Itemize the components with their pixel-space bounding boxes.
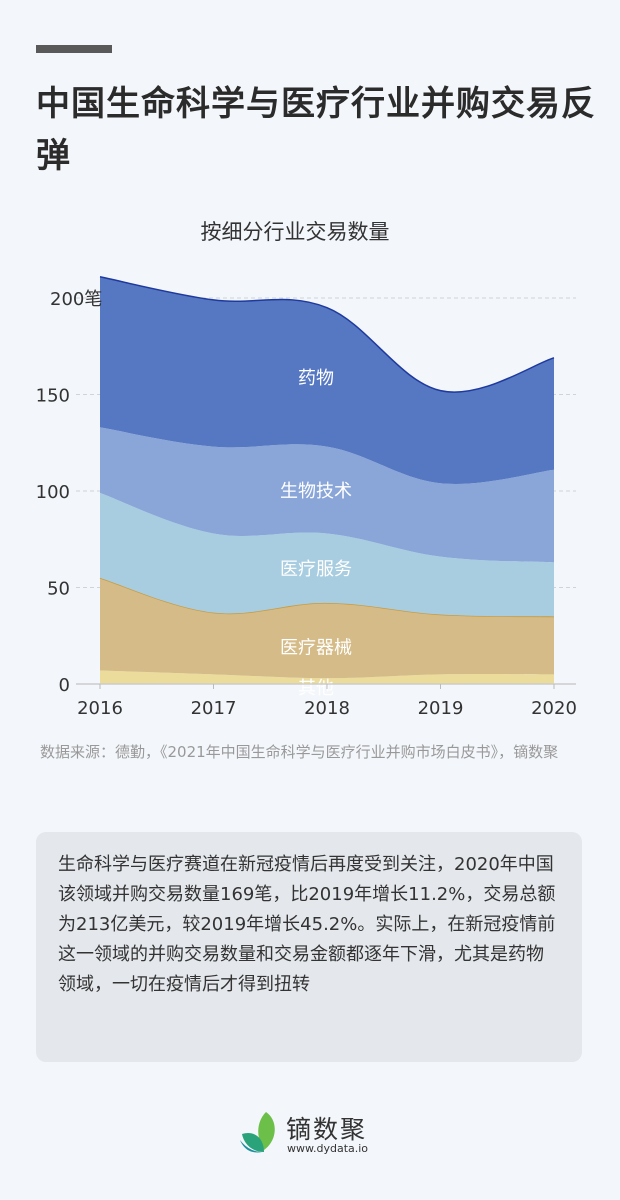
logo-name: 镝数聚 — [286, 1115, 368, 1144]
x-tick-label: 2020 — [531, 698, 577, 719]
summary-text: 生命科学与医疗赛道在新冠疫情后再度受到关注，2020年中国该领域并购交易数量16… — [58, 854, 556, 995]
data-source: 数据来源：德勤，《2021年中国生命科学与医疗行业并购市场白皮书》，镝数聚 — [40, 743, 559, 761]
area-0 — [100, 670, 554, 684]
leaf-logo-icon — [240, 1112, 275, 1153]
x-tick-label: 2018 — [304, 698, 350, 719]
y-tick-label: 200笔 — [50, 289, 102, 310]
x-tick-label: 2019 — [418, 698, 464, 719]
chart-title: 按细分行业交易数量 — [200, 220, 390, 244]
series-label: 药物 — [298, 368, 334, 389]
page-title: 中国生命科学与医疗行业并购交易反弹 — [36, 84, 596, 176]
y-tick-label: 100 — [36, 482, 70, 503]
y-tick-label: 0 — [59, 675, 70, 696]
x-tick-label: 2017 — [191, 698, 237, 719]
logo-url: www.dydata.io — [287, 1142, 369, 1155]
x-tick-label: 2016 — [77, 698, 123, 719]
summary-box: 生命科学与医疗赛道在新冠疫情后再度受到关注，2020年中国该领域并购交易数量16… — [36, 832, 582, 1062]
area-1 — [100, 577, 554, 679]
series-label: 生物技术 — [280, 481, 352, 502]
y-tick-label: 50 — [47, 579, 70, 600]
area-3 — [100, 427, 554, 563]
series-label: 医疗器械 — [280, 638, 352, 659]
area-2 — [100, 492, 554, 617]
series-label: 医疗服务 — [280, 559, 352, 580]
series-label: 其他 — [298, 678, 334, 699]
y-tick-label: 150 — [36, 386, 70, 407]
logo: 镝数聚 www.dydata.io — [238, 1108, 388, 1158]
area-4 — [100, 276, 554, 484]
area-top-line — [99, 276, 555, 393]
title-accent-bar — [36, 45, 112, 53]
stacked-area-chart: 其他 医疗器械 医疗服务 生物技术 药物 0 50 100 150 200笔 2016 2017 20… — [36, 276, 577, 719]
